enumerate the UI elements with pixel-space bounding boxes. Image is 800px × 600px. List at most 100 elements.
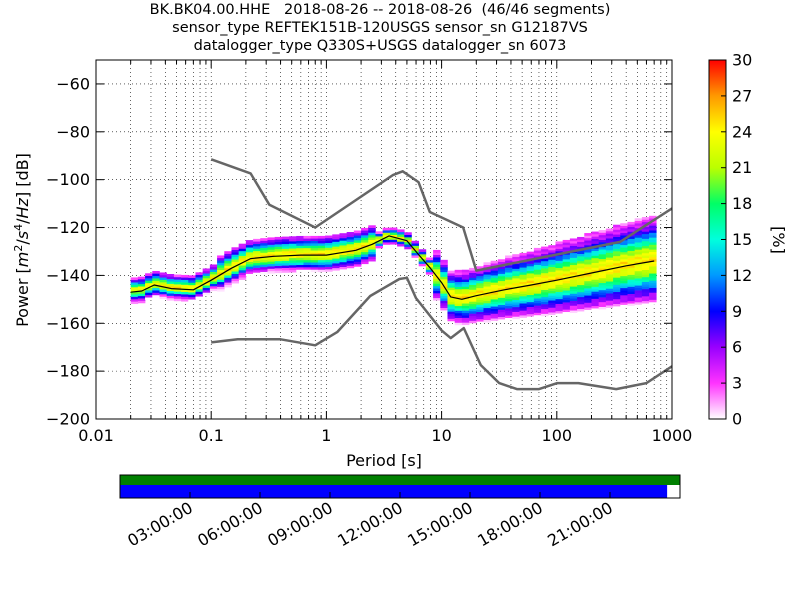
density-cell: [634, 263, 643, 267]
density-cell: [591, 291, 599, 295]
density-cell: [541, 311, 549, 314]
density-cell: [620, 285, 628, 289]
density-cell: [591, 308, 599, 311]
density-cell: [217, 272, 225, 275]
density-cell: [541, 280, 549, 283]
density-cell: [281, 260, 290, 264]
density-cell: [260, 264, 268, 268]
density-cell: [454, 305, 463, 309]
density-cell: [634, 223, 643, 226]
density-cell: [505, 286, 513, 290]
density-cell: [562, 242, 571, 246]
density-cell: [613, 234, 621, 237]
density-cell: [296, 235, 304, 239]
density-cell: [634, 220, 643, 224]
density-cell: [555, 246, 563, 249]
density-cell: [332, 258, 340, 261]
density-cell: [649, 227, 657, 231]
density-cell: [526, 306, 535, 310]
density-cell: [598, 270, 607, 274]
density-cell: [224, 260, 232, 264]
density-cell: [627, 248, 635, 251]
density-cell: [634, 225, 643, 229]
density-cell: [605, 300, 614, 304]
density-cell: [224, 253, 232, 257]
density-cell: [497, 290, 506, 294]
density-cell: [483, 281, 491, 285]
density-cell: [274, 236, 283, 240]
density-cell: [245, 242, 254, 246]
density-cell: [548, 278, 556, 282]
density-cell: [382, 239, 391, 243]
density-cell: [461, 308, 470, 311]
density-cell: [346, 251, 355, 254]
density-cell: [620, 297, 628, 301]
density-cell: [325, 266, 333, 270]
density-cell: [613, 243, 621, 247]
density-cell: [505, 298, 513, 302]
density-cell: [433, 254, 441, 258]
density-cell: [231, 254, 239, 258]
density-cell: [562, 268, 571, 272]
density-cell: [181, 294, 189, 297]
density-cell: [627, 250, 635, 254]
density-cell: [296, 255, 304, 258]
density-cell: [512, 290, 520, 293]
density-cell: [188, 287, 196, 290]
density-cell: [353, 252, 362, 255]
density-cell: [447, 306, 455, 310]
density-cell: [591, 248, 599, 252]
density-cell: [440, 288, 448, 292]
density-cell: [627, 255, 635, 259]
density-cell: [569, 295, 578, 299]
density-cell: [418, 251, 427, 255]
density-cell: [555, 250, 563, 254]
density-cell: [533, 300, 542, 304]
density-cell: [627, 291, 635, 295]
density-cell: [505, 310, 513, 314]
density-cell: [562, 247, 571, 250]
density-cell: [325, 264, 333, 267]
colorbar-tick-label: 3: [732, 374, 742, 393]
density-cell: [634, 251, 643, 255]
density-cell: [577, 301, 585, 305]
density-cell: [461, 284, 470, 287]
density-cell: [620, 299, 628, 303]
x-tick-label: 0.1: [198, 426, 223, 445]
density-cell: [634, 282, 643, 286]
density-cell: [634, 261, 643, 265]
density-cell: [555, 255, 563, 259]
density-cell: [339, 240, 347, 244]
density-cell: [605, 271, 614, 275]
density-cell: [389, 239, 398, 243]
density-cell: [267, 266, 275, 269]
density-cell: [238, 274, 247, 278]
density-cell: [605, 269, 614, 272]
density-cell: [620, 302, 628, 305]
density-cell: [447, 275, 455, 279]
density-cell: [217, 279, 225, 283]
density-cell: [620, 278, 628, 281]
density-cell: [555, 262, 563, 266]
density-cell: [224, 258, 232, 262]
density-cell: [418, 254, 427, 257]
density-cell: [584, 292, 592, 296]
density-cell: [425, 264, 434, 268]
density-cell: [591, 267, 599, 271]
density-cell: [598, 289, 607, 293]
density-cell: [217, 286, 225, 290]
density-cell: [555, 301, 563, 304]
density-cell: [317, 243, 326, 246]
density-cell: [490, 277, 499, 281]
density-cell: [620, 266, 628, 269]
density-cell: [137, 276, 146, 280]
density-cell: [490, 315, 499, 319]
density-cell: [649, 294, 657, 298]
density-cell: [346, 258, 355, 262]
density-cell: [649, 246, 657, 250]
density-cell: [245, 271, 254, 274]
density-cell: [483, 291, 491, 294]
density-cell: [289, 236, 297, 239]
density-cell: [577, 277, 585, 281]
density-cell: [649, 266, 657, 269]
